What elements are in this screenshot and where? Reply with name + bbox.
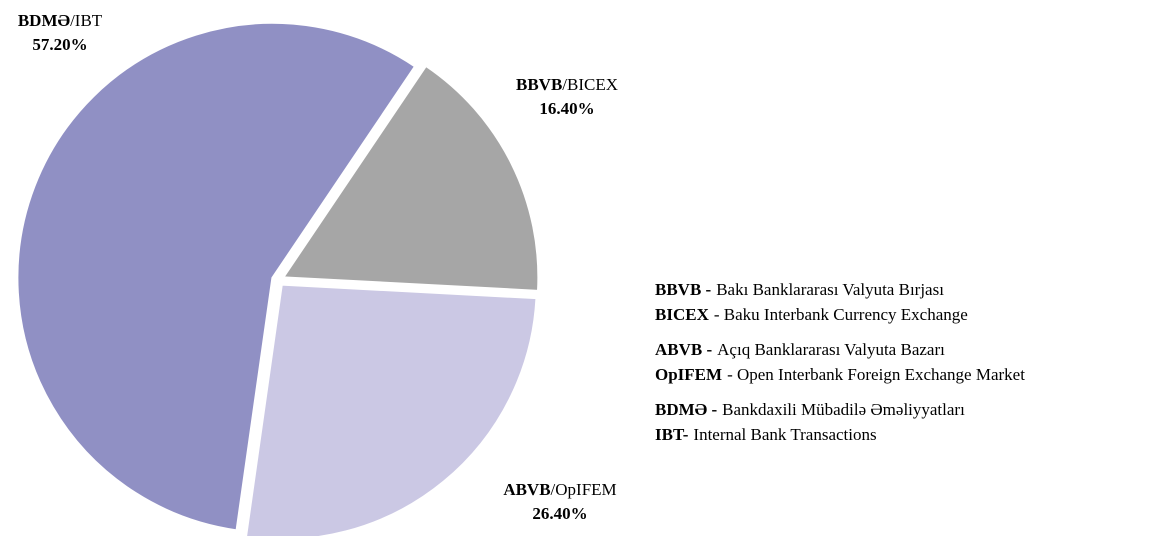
note-definition: Açıq Banklararası Valyuta Bazarı	[717, 340, 945, 359]
slice-label: BBVB/BICEX	[516, 75, 618, 94]
note-term: ABVB -	[655, 340, 712, 359]
note: BICEX - Baku Interbank Currency Exchange	[655, 305, 968, 324]
note-definition: Internal Bank Transactions	[693, 425, 876, 444]
pie-slice	[245, 283, 538, 536]
note-term: BDMƏ -	[655, 400, 717, 419]
note: IBT- Internal Bank Transactions	[655, 425, 877, 444]
note-definition: Bankdaxili Mübadilə Əməliyyatları	[722, 400, 965, 419]
pie-slice	[16, 21, 417, 532]
note-definition: - Open Interbank Foreign Exchange Market	[727, 365, 1025, 384]
slice-value: 26.40%	[532, 504, 587, 523]
note-term: IBT-	[655, 425, 689, 444]
pie-slice	[281, 64, 540, 292]
slice-value: 57.20%	[32, 35, 87, 54]
note: BBVB - Bakı Banklararası Valyuta Bırjası	[655, 280, 944, 299]
note-term: BBVB -	[655, 280, 712, 299]
note-definition: - Baku Interbank Currency Exchange	[714, 305, 968, 324]
note-term: OpIFEM	[655, 365, 722, 384]
note-definition: Bakı Banklararası Valyuta Bırjası	[716, 280, 944, 299]
note: BDMƏ - Bankdaxili Mübadilə Əməliyyatları	[655, 400, 965, 419]
note: ABVB - Açıq Banklararası Valyuta Bazarı	[655, 340, 945, 359]
note: OpIFEM - Open Interbank Foreign Exchange …	[655, 365, 1025, 384]
slice-label: BDMƏ/IBT	[18, 11, 103, 30]
note-term: BICEX	[655, 305, 710, 324]
slice-label: ABVB/OpIFEM	[503, 480, 616, 499]
slice-value: 16.40%	[539, 99, 594, 118]
